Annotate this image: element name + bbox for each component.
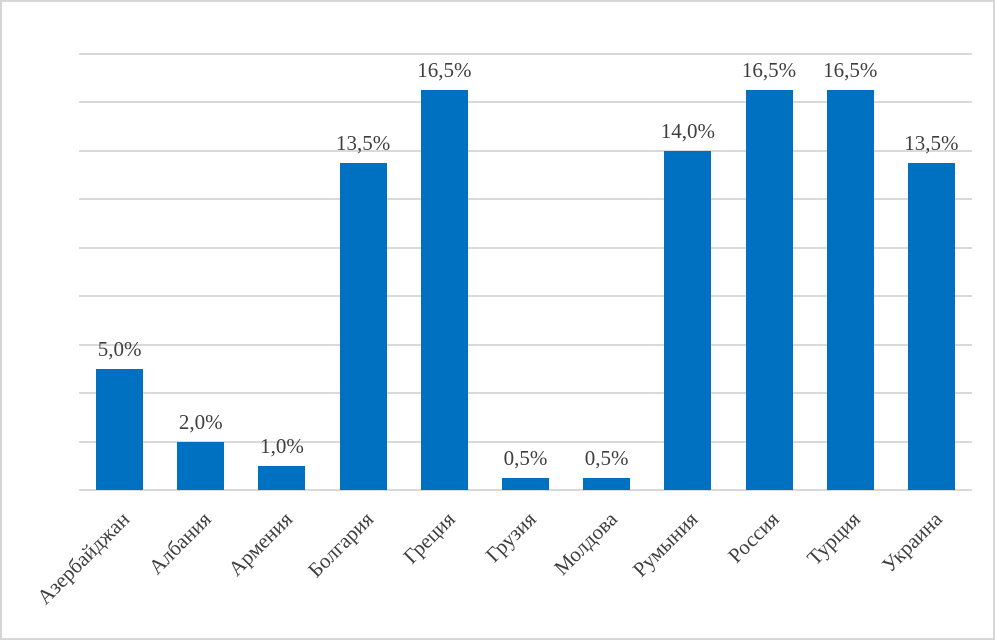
bar bbox=[745, 90, 793, 490]
bar bbox=[177, 441, 225, 490]
bar bbox=[258, 465, 306, 490]
bar-value-label: 16,5% bbox=[741, 58, 797, 83]
gridline bbox=[79, 101, 972, 104]
bar bbox=[502, 477, 549, 490]
bar-value-label: 13,5% bbox=[336, 131, 391, 155]
gridline bbox=[79, 392, 972, 395]
gridline bbox=[79, 343, 972, 346]
bar-value-label: 2,0% bbox=[178, 409, 223, 434]
bar-value-label: 14,0% bbox=[660, 118, 715, 143]
bar bbox=[420, 90, 468, 490]
bar bbox=[664, 150, 712, 490]
bar bbox=[339, 163, 387, 490]
bar bbox=[907, 163, 955, 490]
gridline bbox=[79, 440, 972, 443]
bar-value-label: 0,5% bbox=[584, 445, 629, 470]
gridline bbox=[79, 295, 972, 298]
bar-value-label: 0,5% bbox=[503, 445, 548, 470]
bar-value-label: 16,5% bbox=[417, 58, 472, 83]
bar bbox=[96, 368, 144, 490]
bar-value-label: 5,0% bbox=[97, 336, 142, 361]
bar bbox=[583, 477, 631, 490]
bar-value-label: 1,0% bbox=[260, 433, 304, 458]
gridline bbox=[79, 246, 972, 249]
bar-value-label: 13,5% bbox=[904, 131, 959, 155]
gridline bbox=[79, 149, 972, 152]
x-axis-line bbox=[79, 489, 972, 491]
bar-value-label: 16,5% bbox=[823, 58, 878, 83]
gridline bbox=[79, 53, 972, 55]
bar bbox=[826, 90, 874, 490]
gridline bbox=[79, 198, 972, 201]
